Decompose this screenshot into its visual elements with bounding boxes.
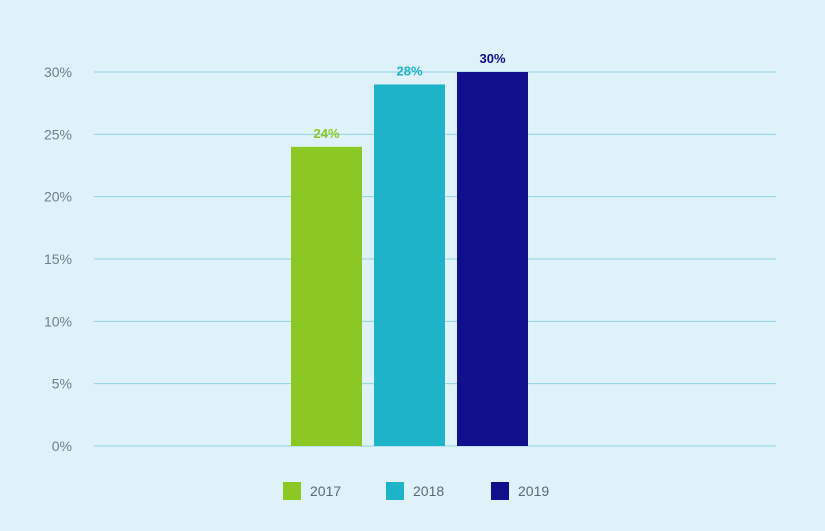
data-label-2018: 28% [396,63,422,78]
legend-label-2019: 2019 [518,483,549,499]
data-labels: 24% 28% 30% [313,51,505,141]
legend-swatch-2019 [491,482,509,500]
legend-swatch-2018 [386,482,404,500]
y-axis: 0% 5% 10% 15% 20% 25% 30% [44,64,72,454]
y-tick-label: 5% [52,376,72,392]
bar-2018 [374,84,445,446]
y-tick-label: 25% [44,126,72,142]
bar-2017 [291,146,362,447]
y-tick-label: 15% [44,251,72,267]
bar-2019 [457,72,528,446]
y-tick-label: 0% [52,438,72,454]
y-tick-label: 20% [44,189,72,205]
legend: 2017 2018 2019 [283,482,549,500]
y-tick-label: 10% [44,313,72,329]
data-label-2019: 30% [479,51,505,66]
bars [291,72,528,447]
legend-label-2017: 2017 [310,483,341,499]
legend-swatch-2017 [283,482,301,500]
data-label-2017: 24% [313,126,339,141]
y-tick-label: 30% [44,64,72,80]
legend-label-2018: 2018 [413,483,444,499]
